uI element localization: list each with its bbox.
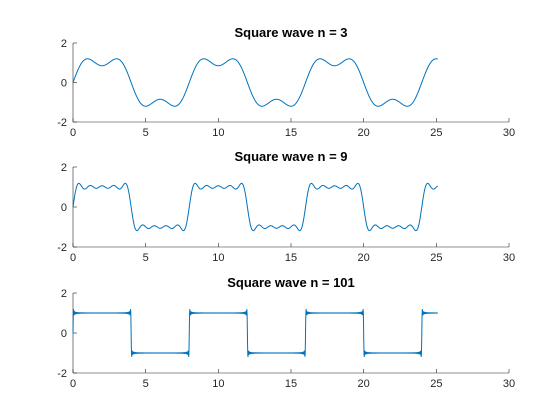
x-tick-label: 5 (143, 127, 149, 139)
y-tick-label: -2 (57, 242, 67, 254)
x-tick-label: 0 (70, 252, 76, 264)
x-tick-label: 15 (285, 252, 297, 264)
x-tick-label: 0 (70, 127, 76, 139)
x-tick-label: 20 (358, 378, 370, 390)
x-tick-label: 10 (212, 378, 224, 390)
x-tick-label: 15 (285, 378, 297, 390)
x-tick-label: 25 (430, 378, 442, 390)
y-tick-label: -2 (57, 368, 67, 380)
x-tick-label: 20 (358, 252, 370, 264)
series-line (72, 182, 439, 232)
chart-title: Square wave n = 101 (227, 275, 355, 290)
x-tick-label: 0 (70, 378, 76, 390)
x-tick-label: 15 (285, 127, 297, 139)
y-tick-label: 2 (61, 38, 67, 50)
x-tick-label: 30 (503, 127, 515, 139)
x-tick-label: 5 (143, 378, 149, 390)
chart-title: Square wave n = 9 (234, 149, 347, 164)
x-tick-label: 30 (503, 378, 515, 390)
x-tick-label: 25 (430, 127, 442, 139)
series-line (72, 58, 438, 107)
chart-title: Square wave n = 3 (234, 25, 347, 40)
subplot-2: Square wave n = 90 5 10 15 20 25 30-202 (57, 149, 515, 264)
y-tick-label: 0 (61, 328, 67, 340)
x-tick-label: 10 (212, 127, 224, 139)
x-tick-label: 30 (503, 252, 515, 264)
x-tick-label: 10 (212, 252, 224, 264)
y-tick-label: 0 (61, 78, 67, 90)
y-tick-label: -2 (57, 117, 67, 129)
y-tick-label: 2 (61, 288, 67, 300)
subplot-1: Square wave n = 30 5 10 15 20 25 30-202 (57, 25, 515, 139)
x-tick-label: 25 (430, 252, 442, 264)
x-tick-label: 20 (358, 127, 370, 139)
y-tick-label: 2 (61, 162, 67, 174)
x-tick-label: 5 (143, 252, 149, 264)
y-tick-label: 0 (61, 202, 67, 214)
series-line (72, 308, 439, 358)
